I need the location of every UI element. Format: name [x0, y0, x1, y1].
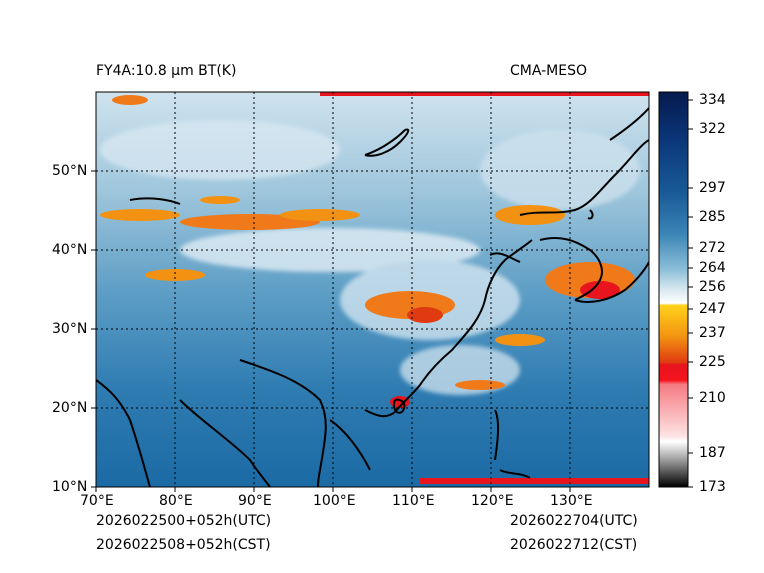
cb-tick-322: 322 [699, 121, 726, 137]
title-right: CMA-MESO [510, 63, 588, 79]
lon-tick-80: 80°E [159, 493, 193, 509]
cb-tick-334: 334 [699, 92, 726, 108]
lon-tick-100: 100°E [313, 493, 356, 509]
cb-tick-272: 272 [699, 240, 726, 256]
cb-tick-256: 256 [699, 279, 726, 295]
axis-ticks [91, 170, 571, 492]
cb-tick-247: 247 [699, 301, 726, 317]
time-utc-valid: 2026022704(UTC) [510, 513, 638, 529]
lat-tick-10: 10°N [52, 479, 88, 495]
time-utc-start: 2026022500+052h(UTC) [96, 513, 272, 529]
lat-tick-50: 50°N [52, 163, 88, 179]
lon-tick-70: 70°E [80, 493, 114, 509]
map-frame [95, 91, 650, 488]
satellite-image [96, 92, 649, 487]
coastlines [96, 107, 649, 487]
lon-tick-130: 130°E [550, 493, 593, 509]
cb-tick-297: 297 [699, 180, 726, 196]
cb-tick-187: 187 [699, 445, 726, 461]
lon-tick-90: 90°E [238, 493, 272, 509]
cb-tick-285: 285 [699, 209, 726, 225]
lat-tick-20: 20°N [52, 400, 88, 416]
cb-tick-210: 210 [699, 390, 726, 406]
cb-tick-237: 237 [699, 325, 726, 341]
cb-tick-225: 225 [699, 354, 726, 370]
lat-tick-30: 30°N [52, 321, 88, 337]
cb-tick-173: 173 [699, 479, 726, 495]
lon-tick-110: 110°E [392, 493, 435, 509]
time-cst-valid: 2026022712(CST) [510, 537, 638, 553]
lat-tick-40: 40°N [52, 242, 88, 258]
time-cst-start: 2026022508+052h(CST) [96, 537, 271, 553]
colorbar [658, 91, 693, 488]
lon-tick-120: 120°E [471, 493, 514, 509]
cold-cloud-patches [100, 92, 649, 484]
graticule [96, 92, 649, 487]
cb-tick-264: 264 [699, 260, 726, 276]
title-left: FY4A:10.8 µm BT(K) [96, 63, 237, 79]
